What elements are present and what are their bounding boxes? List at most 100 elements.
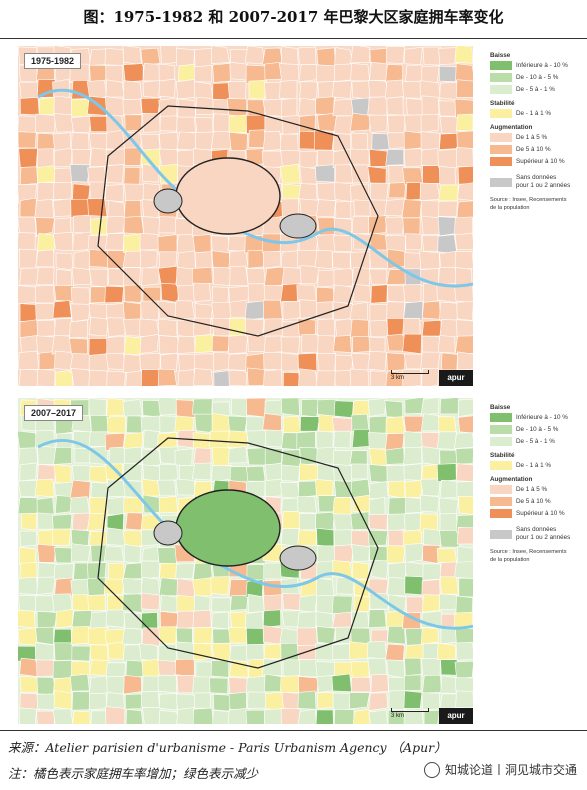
commune-area (193, 447, 212, 465)
commune-area (52, 231, 74, 252)
commune-area (141, 267, 160, 287)
commune-area (88, 369, 109, 386)
commune-area (458, 496, 473, 515)
commune-area (89, 497, 109, 516)
commune-area (436, 282, 458, 303)
commune-area (351, 544, 370, 562)
commune-area (332, 643, 352, 660)
commune-area (53, 147, 73, 168)
commune-area (55, 252, 74, 271)
commune-area (141, 478, 163, 497)
commune-area (176, 578, 196, 598)
commune-area (263, 351, 284, 371)
commune-area (262, 609, 281, 628)
commune-area (369, 415, 388, 435)
commune-area (211, 250, 231, 269)
commune-area (296, 431, 316, 450)
commune-area (192, 707, 214, 724)
commune-area (368, 79, 387, 98)
commune-area (368, 148, 388, 167)
commune-area (403, 674, 422, 691)
commune-area (350, 318, 369, 338)
commune-area (454, 46, 473, 64)
commune-area (88, 268, 109, 287)
commune-area (262, 130, 282, 152)
commune-area (227, 353, 249, 371)
commune-area (142, 707, 163, 724)
commune-area (193, 692, 211, 709)
commune-area (213, 266, 233, 286)
commune-area (108, 562, 125, 582)
commune-area (53, 181, 72, 200)
commune-area (334, 369, 354, 386)
commune-area (70, 199, 91, 218)
commune-area (158, 335, 180, 355)
commune-area (454, 216, 473, 236)
river-seine (37, 438, 473, 630)
commune-area (123, 267, 141, 288)
commune-area (331, 80, 353, 99)
commune-area (18, 480, 39, 498)
commune-area (53, 113, 74, 133)
commune-area (88, 316, 109, 337)
commune-area (210, 131, 232, 150)
commune-area (245, 675, 267, 694)
commune-area (316, 301, 334, 320)
commune-area (264, 708, 283, 724)
commune-area (123, 674, 142, 695)
commune-area (35, 595, 55, 614)
commune-area (351, 267, 371, 287)
commune-area (157, 659, 178, 677)
commune-area (122, 250, 142, 268)
commune-area (315, 511, 335, 531)
commune-area (89, 249, 110, 268)
commune-area (194, 251, 213, 272)
commune-area (317, 335, 335, 355)
commune-area (281, 321, 301, 339)
commune-area (106, 216, 126, 235)
commune-area (264, 463, 283, 481)
commune-area (369, 481, 389, 500)
commune-area (70, 287, 91, 306)
commune-area (439, 479, 459, 499)
commune-area (282, 511, 301, 530)
commune-area (211, 317, 232, 337)
commune-area (35, 302, 56, 321)
legend-item-nodata: Sans données pour 1 ou 2 années (490, 174, 587, 190)
commune-area (19, 530, 38, 547)
commune-area (213, 370, 230, 386)
commune-area (403, 446, 423, 466)
commune-area (104, 285, 124, 304)
commune-area (265, 691, 285, 711)
commune-area (141, 216, 162, 236)
commune-area (36, 576, 56, 596)
commune-area (371, 133, 390, 151)
commune-area (368, 709, 388, 724)
commune-area (105, 79, 126, 98)
legend-swatch (490, 485, 512, 494)
commune-area (368, 692, 388, 711)
legend-section-stabilite: Stabilité (490, 452, 515, 459)
commune-area (368, 609, 387, 629)
commune-area (38, 96, 56, 116)
commune-area (454, 335, 473, 354)
commune-area (439, 513, 459, 532)
commune-area (332, 611, 353, 628)
commune-area (384, 400, 404, 418)
commune-area (87, 234, 108, 252)
commune-area (125, 708, 143, 724)
commune-area (455, 595, 473, 614)
commune-area (211, 412, 231, 433)
commune-area (281, 266, 303, 286)
commune-area (158, 577, 179, 597)
commune-area (248, 79, 267, 100)
commune-area (71, 132, 90, 152)
commune-area (71, 149, 92, 167)
commune-area (106, 335, 126, 355)
commune-area (298, 97, 318, 117)
commune-area (458, 398, 473, 418)
commune-area (264, 429, 284, 448)
commune-area (245, 611, 264, 630)
commune-area (386, 577, 407, 596)
commune-area (158, 132, 180, 151)
